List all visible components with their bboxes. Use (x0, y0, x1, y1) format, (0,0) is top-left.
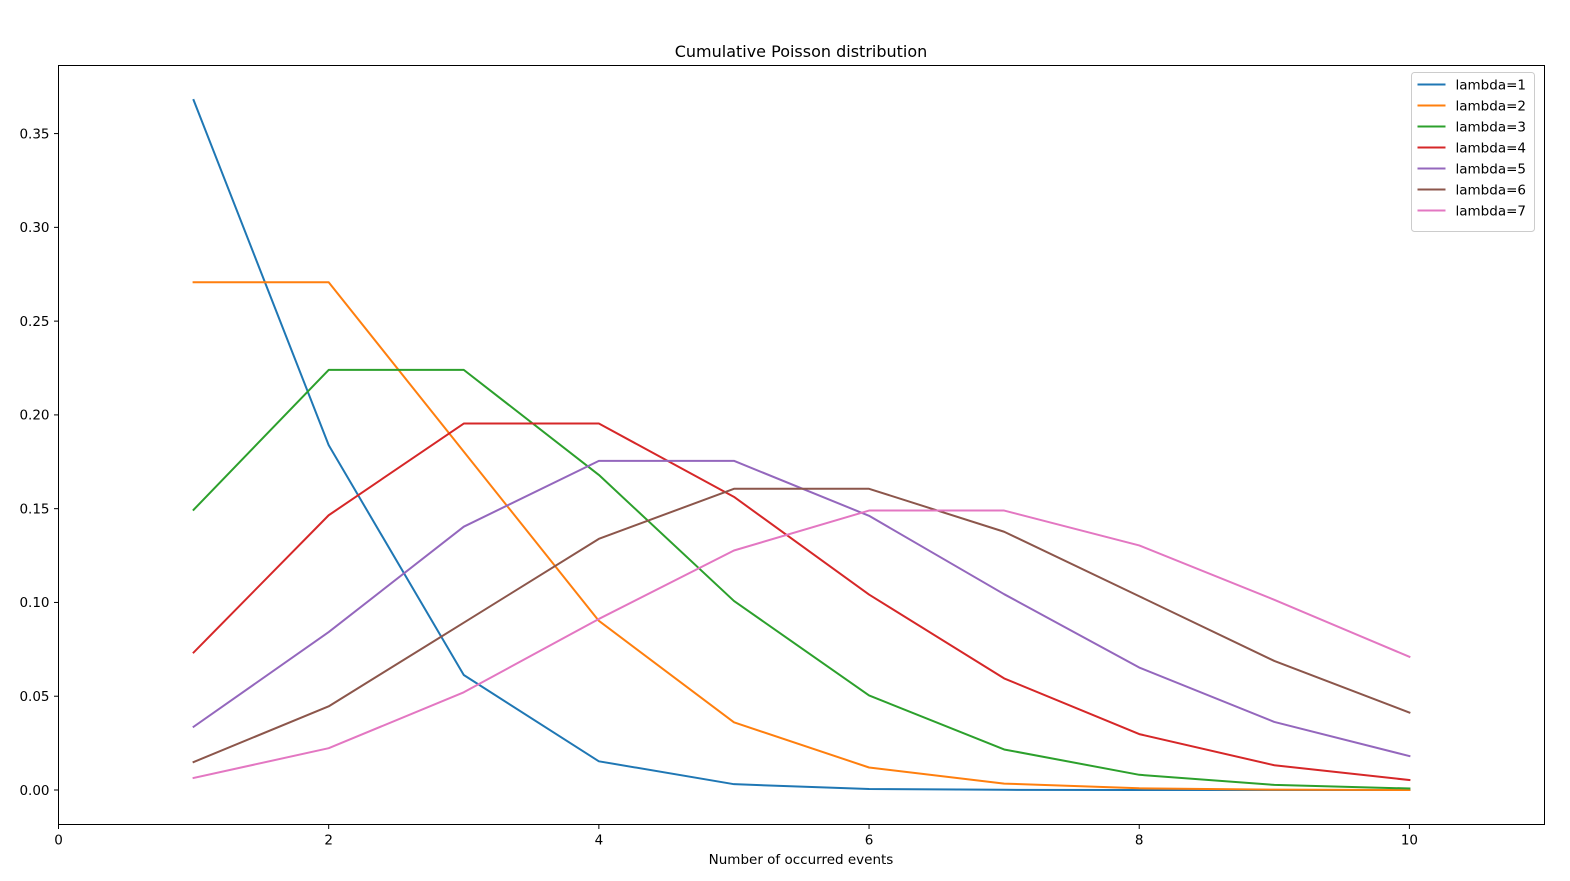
legend: lambda=1 lambda=2 lambda=3 lambda=4 lambda=5… (1411, 72, 1535, 232)
x-tick-label: 2 (324, 833, 333, 849)
legend-label: lambda=4 (1456, 141, 1527, 157)
x-tick-label: 10 (1401, 833, 1418, 849)
legend-label: lambda=5 (1456, 162, 1527, 178)
y-axis: 0.00 0.05 0.10 0.15 0.20 0.25 0.30 0.35 (19, 126, 59, 799)
series-line-lambda-5 (192, 459, 1411, 758)
legend-label: lambda=2 (1456, 99, 1527, 115)
y-tick-label: 0.05 (19, 689, 49, 705)
y-tick-label: 0.35 (19, 126, 49, 142)
series-line-lambda-1 (192, 98, 1411, 791)
x-axis: 0 2 4 6 8 10 (54, 824, 1418, 849)
legend-label: lambda=3 (1456, 120, 1527, 136)
y-tick-label: 0.15 (19, 501, 49, 517)
legend-label: lambda=7 (1456, 204, 1527, 220)
legend-label: lambda=6 (1456, 183, 1527, 199)
y-tick-label: 0.10 (19, 595, 49, 611)
legend-box (1411, 72, 1535, 232)
y-tick-label: 0.00 (19, 783, 49, 799)
series-line-lambda-3 (192, 368, 1411, 790)
y-tick-label: 0.20 (19, 408, 49, 424)
y-tick-label: 0.30 (19, 220, 49, 236)
x-tick-label: 0 (54, 833, 63, 849)
series-line-lambda-2 (192, 281, 1411, 791)
series-line-lambda-4 (192, 422, 1411, 782)
y-tick-label: 0.25 (19, 314, 49, 330)
series-line-lambda-7 (192, 509, 1411, 780)
chart-title: Cumulative Poisson distribution (675, 42, 928, 61)
legend-label: lambda=1 (1456, 78, 1527, 94)
series-lines (192, 98, 1411, 791)
x-tick-label: 8 (1135, 833, 1144, 849)
plot-frame (58, 65, 1545, 825)
x-axis-label: Number of occurred events (709, 852, 894, 868)
x-tick-label: 4 (595, 833, 604, 849)
x-tick-label: 6 (865, 833, 874, 849)
series-line-lambda-6 (192, 487, 1411, 764)
